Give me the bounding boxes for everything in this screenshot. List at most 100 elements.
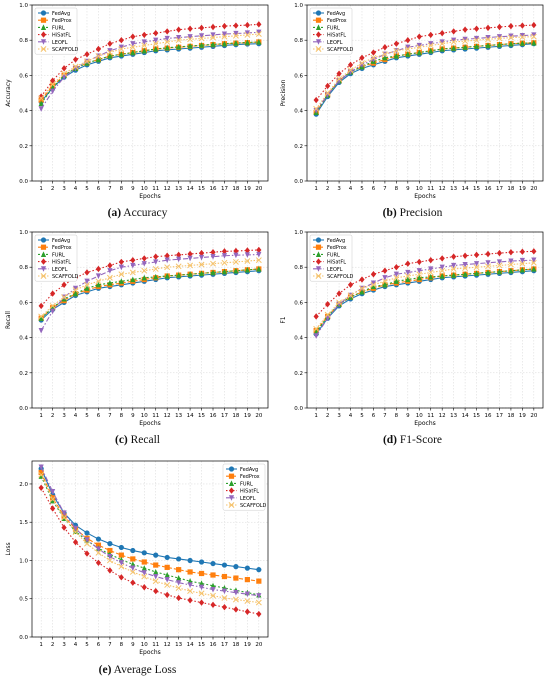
- data-point: [439, 264, 445, 271]
- data-point: [210, 601, 216, 609]
- data-point: [325, 300, 331, 308]
- data-point: [38, 106, 44, 112]
- legend-marker: [40, 17, 47, 23]
- x-tick-label: 7: [108, 186, 112, 192]
- data-point: [176, 272, 182, 278]
- legend-label: LEOFL: [240, 496, 256, 502]
- data-point: [141, 47, 147, 54]
- data-point: [118, 552, 124, 558]
- data-point: [95, 536, 102, 542]
- data-point: [61, 510, 67, 517]
- legend-label: FedAvg: [240, 467, 258, 473]
- x-tick-label: 14: [462, 186, 469, 192]
- data-point: [210, 269, 216, 276]
- data-point: [198, 42, 205, 48]
- legend-item: FedProx: [38, 17, 72, 24]
- legend-marker: [40, 10, 47, 16]
- data-point: [141, 261, 147, 267]
- series-line: [315, 36, 534, 110]
- data-point: [176, 575, 182, 581]
- y-tick-label: 0.4: [19, 109, 28, 115]
- data-point: [462, 38, 469, 45]
- data-point: [72, 525, 79, 532]
- caption-c-letter: (c): [114, 434, 128, 446]
- caption-c: (c) Recall: [0, 434, 275, 446]
- data-point: [118, 46, 125, 52]
- series-scaffold: [313, 33, 537, 112]
- x-tick-label: 20: [255, 413, 262, 419]
- data-point: [130, 49, 136, 56]
- data-point: [233, 40, 239, 46]
- data-point: [118, 258, 124, 266]
- data-point: [153, 273, 159, 280]
- data-point: [118, 278, 124, 284]
- data-point: [118, 51, 124, 57]
- data-point: [141, 31, 147, 39]
- data-point: [244, 21, 250, 29]
- data-point: [382, 267, 388, 274]
- data-point: [255, 31, 262, 37]
- data-point: [507, 34, 514, 41]
- caption-b-text: Precision: [399, 207, 443, 219]
- data-point: [153, 29, 159, 37]
- data-point: [95, 546, 102, 552]
- data-point: [462, 36, 468, 43]
- legend-label: SCAFFOLD: [240, 503, 267, 509]
- caption-e: (e) Average Loss: [0, 664, 275, 676]
- data-point: [256, 593, 262, 599]
- x-tick-label: 15: [473, 413, 480, 419]
- data-point: [84, 550, 90, 557]
- data-point: [141, 267, 148, 274]
- data-point: [416, 33, 422, 40]
- data-point: [324, 311, 331, 318]
- data-point: [508, 40, 514, 47]
- legend-label: SCAFFOLD: [52, 274, 79, 280]
- x-tick-label: 6: [372, 413, 376, 419]
- caption-d-letter: (d): [382, 434, 397, 446]
- data-point: [233, 575, 239, 581]
- data-point: [233, 590, 239, 596]
- x-tick-label: 17: [221, 413, 228, 419]
- data-point: [38, 93, 44, 100]
- legend-item: HiSatFL: [226, 487, 259, 495]
- x-tick-label: 7: [383, 413, 387, 419]
- x-axis-label: Epochs: [414, 420, 436, 427]
- data-point: [244, 31, 251, 38]
- data-point: [382, 275, 388, 281]
- x-tick-label: 14: [462, 413, 469, 419]
- data-point: [141, 573, 148, 580]
- data-point: [164, 252, 170, 259]
- x-tick-label: 2: [51, 186, 55, 192]
- data-point: [336, 299, 343, 306]
- data-point: [473, 25, 480, 32]
- series-line: [40, 476, 259, 596]
- data-point: [130, 556, 136, 562]
- data-point: [176, 251, 182, 259]
- x-axis-label: Epochs: [139, 193, 161, 200]
- legend-label: LEOFL: [327, 40, 343, 46]
- x-axis-label: Epochs: [139, 649, 161, 656]
- legend-marker: [315, 251, 322, 257]
- data-point: [49, 302, 56, 309]
- data-point: [95, 53, 102, 59]
- y-tick-label: 0.6: [294, 73, 303, 79]
- data-point: [450, 266, 457, 272]
- x-tick-label: 13: [450, 186, 457, 192]
- data-point: [210, 260, 216, 267]
- data-point: [141, 584, 147, 591]
- data-point: [187, 262, 194, 269]
- legend-marker: [40, 24, 47, 30]
- y-tick-label: 2.0: [19, 482, 28, 488]
- data-point: [164, 28, 170, 35]
- data-point: [370, 280, 377, 287]
- legend-label: FedProx: [240, 474, 260, 480]
- data-point: [233, 252, 239, 259]
- y-tick-label: 1.0: [294, 230, 303, 236]
- data-point: [50, 88, 56, 95]
- x-tick-label: 9: [406, 186, 410, 192]
- x-tick-label: 20: [530, 413, 537, 419]
- data-point: [370, 54, 377, 61]
- data-point: [50, 290, 56, 297]
- y-tick-label: 1.0: [19, 558, 28, 564]
